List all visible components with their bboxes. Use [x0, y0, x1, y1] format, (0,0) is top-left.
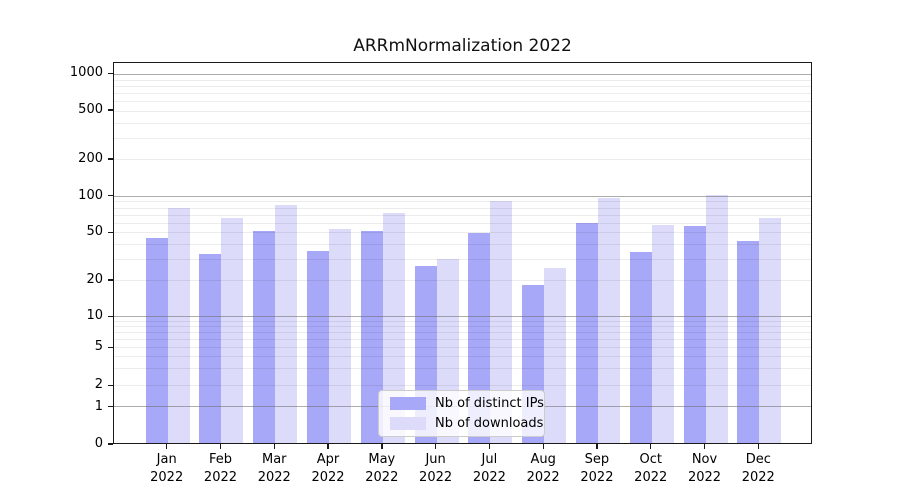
y-tick-mark-5 [108, 346, 113, 349]
y-tick-mark-500 [108, 109, 113, 111]
bar-nb-of-downloads-sep-2022 [597, 198, 620, 443]
bar-nb-of-distinct-ips-oct-2022 [629, 252, 652, 443]
y-tick-label-1000: 1000 [69, 65, 103, 81]
x-tick-mark-jul-2022 [488, 444, 491, 449]
x-tick-mark-jan-2022 [166, 444, 168, 449]
x-tick-mark-aug-2022 [542, 444, 544, 449]
x-tick-label-jul-2022: Jul 2022 [472, 452, 506, 485]
x-tick-mark-sep-2022 [596, 444, 598, 449]
x-tick-mark-nov-2022 [703, 444, 706, 449]
legend-swatch-distinct-ips [390, 397, 426, 410]
x-tick-label-mar-2022: Mar 2022 [257, 452, 291, 485]
y-tick-mark-20 [108, 279, 113, 281]
x-tick-label-apr-2022: Apr 2022 [311, 452, 345, 485]
legend-row-distinct-ips: Nb of distinct IPs [390, 396, 544, 411]
bar-nb-of-distinct-ips-apr-2022 [307, 250, 330, 443]
y-tick-mark-2 [108, 384, 113, 387]
bar-nb-of-distinct-ips-nov-2022 [683, 226, 706, 443]
bar-nb-of-downloads-jul-2022 [490, 200, 513, 443]
x-tick-label-oct-2022: Oct 2022 [634, 452, 668, 485]
x-tick-label-sep-2022: Sep 2022 [580, 452, 614, 485]
bar-nb-of-downloads-dec-2022 [759, 217, 782, 443]
y-tick-mark-100 [108, 194, 113, 197]
plot-area [113, 62, 812, 444]
y-tick-label-5: 5 [94, 339, 103, 355]
bar-nb-of-downloads-aug-2022 [544, 268, 567, 443]
y-tick-mark-50 [108, 231, 113, 233]
bar-nb-of-downloads-oct-2022 [651, 225, 674, 443]
x-tick-label-jun-2022: Jun 2022 [419, 452, 453, 485]
bar-nb-of-distinct-ips-dec-2022 [737, 241, 760, 443]
bar-nb-of-downloads-jan-2022 [167, 207, 190, 443]
x-tick-mark-apr-2022 [327, 444, 329, 449]
x-tick-label-jan-2022: Jan 2022 [150, 452, 184, 485]
y-tick-label-500: 500 [78, 101, 103, 117]
bar-nb-of-downloads-nov-2022 [705, 194, 728, 443]
x-tick-label-aug-2022: Aug 2022 [526, 452, 560, 485]
y-tick-label-2: 2 [94, 377, 103, 393]
bar-nb-of-distinct-ips-may-2022 [360, 231, 383, 443]
legend: Nb of distinct IPs Nb of downloads [378, 390, 545, 437]
x-tick-mark-oct-2022 [650, 444, 652, 449]
x-tick-label-may-2022: May 2022 [365, 452, 399, 485]
y-tick-mark-1000 [108, 72, 113, 74]
y-tick-label-100: 100 [78, 187, 103, 203]
x-tick-mark-dec-2022 [757, 444, 759, 449]
x-tick-label-nov-2022: Nov 2022 [687, 452, 722, 485]
bars-layer [114, 63, 811, 443]
bar-nb-of-downloads-may-2022 [382, 213, 405, 443]
y-tick-mark-0 [108, 443, 113, 445]
chart-title: ARRmNormalization 2022 [353, 36, 572, 56]
y-tick-label-20: 20 [86, 271, 103, 287]
legend-label-distinct-ips: Nb of distinct IPs [435, 396, 544, 411]
bar-nb-of-downloads-feb-2022 [221, 217, 244, 443]
bar-nb-of-distinct-ips-sep-2022 [575, 222, 598, 443]
x-tick-label-dec-2022: Dec 2022 [741, 452, 775, 485]
y-tick-mark-1 [108, 406, 113, 408]
legend-row-downloads: Nb of downloads [390, 416, 543, 431]
x-tick-mark-may-2022 [381, 444, 383, 449]
y-tick-mark-10 [108, 315, 113, 318]
x-tick-mark-jun-2022 [435, 444, 437, 449]
bar-nb-of-downloads-mar-2022 [275, 205, 298, 443]
y-tick-label-10: 10 [86, 308, 103, 324]
x-tick-mark-feb-2022 [219, 444, 222, 449]
legend-swatch-downloads [390, 417, 426, 430]
y-tick-label-200: 200 [78, 150, 103, 166]
bar-nb-of-distinct-ips-jan-2022 [145, 237, 168, 443]
y-tick-label-50: 50 [86, 224, 103, 240]
legend-label-downloads: Nb of downloads [435, 416, 544, 431]
y-tick-mark-200 [108, 158, 113, 160]
bar-nb-of-downloads-apr-2022 [329, 229, 352, 443]
y-tick-label-0: 0 [94, 436, 103, 451]
x-tick-mark-mar-2022 [273, 444, 275, 449]
x-tick-label-feb-2022: Feb 2022 [203, 452, 238, 485]
y-tick-label-1: 1 [94, 398, 103, 414]
bar-nb-of-distinct-ips-feb-2022 [199, 253, 222, 443]
bar-nb-of-distinct-ips-mar-2022 [253, 231, 276, 443]
